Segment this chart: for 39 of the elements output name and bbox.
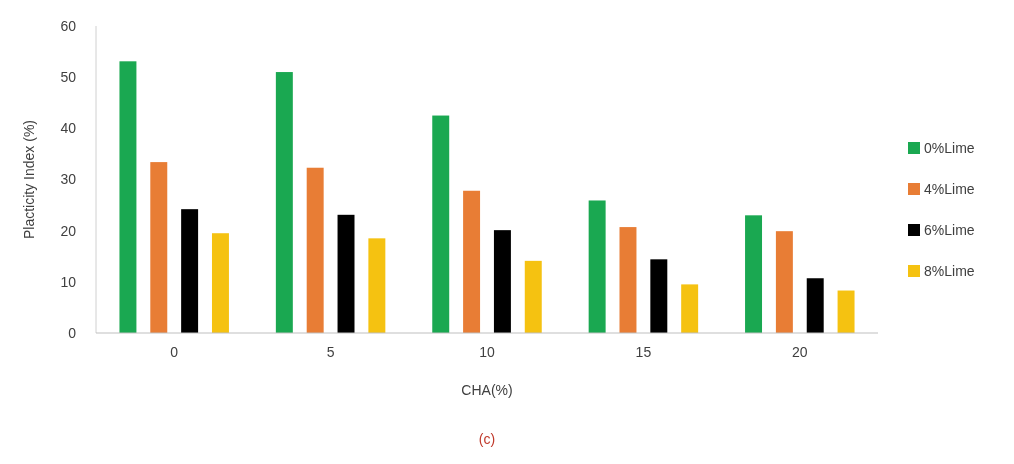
x-tick-label: 10 [479, 344, 495, 360]
y-tick-label: 20 [60, 222, 77, 239]
legend-label: 0%Lime [924, 139, 975, 156]
legend-label: 6%Lime [924, 221, 975, 238]
bar [181, 209, 199, 333]
bar [463, 190, 481, 333]
y-axis-title: Placticity Index (%) [21, 119, 37, 240]
y-tick-label: 60 [60, 17, 77, 34]
y-tick-label: 30 [60, 171, 77, 188]
bar [275, 72, 293, 333]
bar [493, 230, 511, 333]
y-tick-label: 40 [60, 120, 77, 137]
y-tick-label: 10 [60, 273, 77, 290]
bar [368, 238, 386, 333]
bar [150, 162, 168, 333]
bar [806, 278, 824, 333]
y-tick-label: 50 [60, 69, 77, 86]
bar [588, 200, 606, 333]
x-tick-label: 15 [635, 344, 652, 360]
bar [681, 284, 699, 333]
bar [432, 115, 450, 333]
bar [745, 215, 763, 333]
bar [837, 290, 855, 333]
legend-label: 8%Lime [924, 262, 975, 279]
bar [337, 214, 355, 333]
x-tick-label: 5 [326, 344, 335, 360]
legend-label: 4%Lime [924, 180, 975, 197]
bar [619, 227, 637, 333]
bar [775, 231, 793, 333]
bar [524, 260, 542, 333]
bar [119, 61, 137, 333]
bar [306, 167, 324, 333]
text: (c) [478, 431, 496, 447]
bar [650, 259, 668, 333]
x-tick-label: 0 [170, 344, 179, 360]
x-tick-label: 20 [792, 344, 808, 360]
y-tick-label: 0 [68, 324, 77, 341]
x-axis-title: CHA(%) [461, 382, 513, 398]
bar [211, 233, 229, 333]
